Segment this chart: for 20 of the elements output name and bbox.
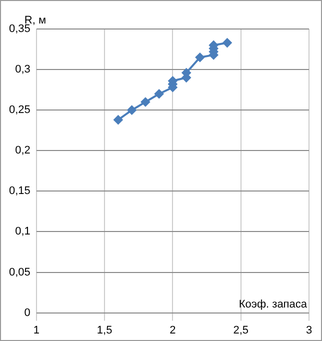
y-tick-label: 0,35: [8, 23, 30, 36]
y-tick-label: 0,15: [8, 185, 30, 198]
point: [195, 52, 204, 62]
y-tick-label: 0,25: [8, 104, 30, 116]
x-tick-label: 1,5: [96, 324, 112, 336]
y-tick-label: 0,1: [15, 226, 30, 238]
y-tick-label: 0,2: [15, 144, 30, 157]
point: [222, 38, 232, 48]
y-tick-label: 0: [24, 306, 30, 319]
x-axis-title: Коэф. запаса: [238, 298, 308, 310]
x-tick-label: 3: [306, 324, 312, 336]
point: [140, 97, 150, 106]
x-tick-label: 1: [33, 324, 40, 336]
x-tick-label: 2,5: [233, 324, 248, 336]
point: [154, 89, 164, 98]
y-tick-label: 0,3: [15, 64, 30, 76]
point: [127, 106, 136, 115]
point: [114, 115, 123, 124]
y-tick-label: 0,05: [8, 266, 30, 278]
x-tick-label: 2: [170, 324, 176, 336]
